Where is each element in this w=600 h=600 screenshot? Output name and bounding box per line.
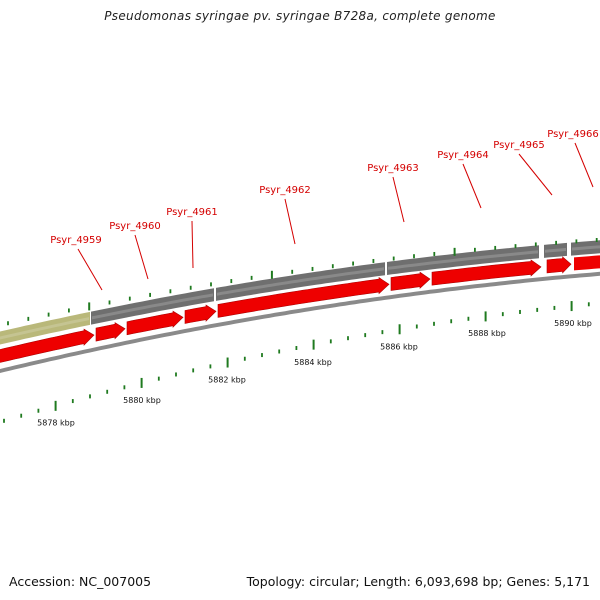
gene-leader-line <box>284 198 296 245</box>
scale-label: 5882 kbp <box>208 376 246 385</box>
gene-leader-line <box>392 176 405 223</box>
cds-arrow <box>126 310 184 336</box>
cds-layer <box>0 255 600 363</box>
tick-layer <box>3 238 598 423</box>
gene-label-layer: Psyr_4959 Psyr_4960 Psyr_4961 Psyr_4962 Psyr… <box>50 129 599 291</box>
accession-text: Accession: NC_007005 <box>9 574 152 589</box>
gene-bar <box>387 245 539 275</box>
gene-label[interactable]: Psyr_4959 <box>50 235 102 246</box>
gene-label[interactable]: Psyr_4965 <box>493 140 545 151</box>
scale-label: 5884 kbp <box>294 358 332 367</box>
map-title: Pseudomonas syringae pv. syringae B728a,… <box>104 9 496 23</box>
gene-bar-highlight <box>0 311 90 345</box>
scale-label-layer: 5878 kbp 5880 kbp 5882 kbp 5884 kbp 5886 kbp… <box>37 319 592 428</box>
scale-label: 5890 kbp <box>554 319 592 328</box>
gene-label[interactable]: Psyr_4964 <box>437 150 489 161</box>
gene-bar-shine <box>388 250 538 270</box>
cds-arrow <box>217 277 390 318</box>
gene-bar-shine <box>545 248 566 253</box>
gene-bar-shine <box>572 245 600 251</box>
gene-leader-line <box>134 234 149 280</box>
gene-leader-line <box>191 220 194 269</box>
cds-arrow <box>184 304 217 324</box>
gene-leader-line <box>462 163 482 209</box>
cds-block <box>574 255 600 271</box>
cds-arrow <box>431 259 542 286</box>
genome-summary-text: Topology: circular; Length: 6,093,698 bp… <box>246 574 590 589</box>
gene-bar <box>544 242 567 258</box>
gene-bar-shine <box>92 293 213 320</box>
gene-bar-layer <box>0 240 600 345</box>
cds-arrow <box>0 328 95 363</box>
gene-bar <box>216 262 385 301</box>
gene-bar <box>571 240 600 256</box>
gene-label[interactable]: Psyr_4962 <box>259 185 311 196</box>
cds-arrow <box>390 271 431 291</box>
scale-label: 5886 kbp <box>380 342 418 351</box>
gene-bar-shine <box>217 267 384 296</box>
gene-leader-line <box>518 153 553 196</box>
gene-label[interactable]: Psyr_4963 <box>367 163 419 174</box>
cds-arrow <box>95 322 126 342</box>
gene-label[interactable]: Psyr_4960 <box>109 221 161 232</box>
gene-leader-line <box>574 142 594 188</box>
gene-label[interactable]: Psyr_4966 <box>547 129 599 140</box>
gene-bar <box>91 288 214 325</box>
scale-label: 5880 kbp <box>123 396 161 405</box>
cds-arrow <box>546 256 572 274</box>
scale-label: 5888 kbp <box>468 329 506 338</box>
gene-bar-shine <box>0 317 89 340</box>
gene-leader-line <box>77 248 103 291</box>
scale-label: 5878 kbp <box>37 419 75 428</box>
gene-label[interactable]: Psyr_4961 <box>166 207 218 218</box>
